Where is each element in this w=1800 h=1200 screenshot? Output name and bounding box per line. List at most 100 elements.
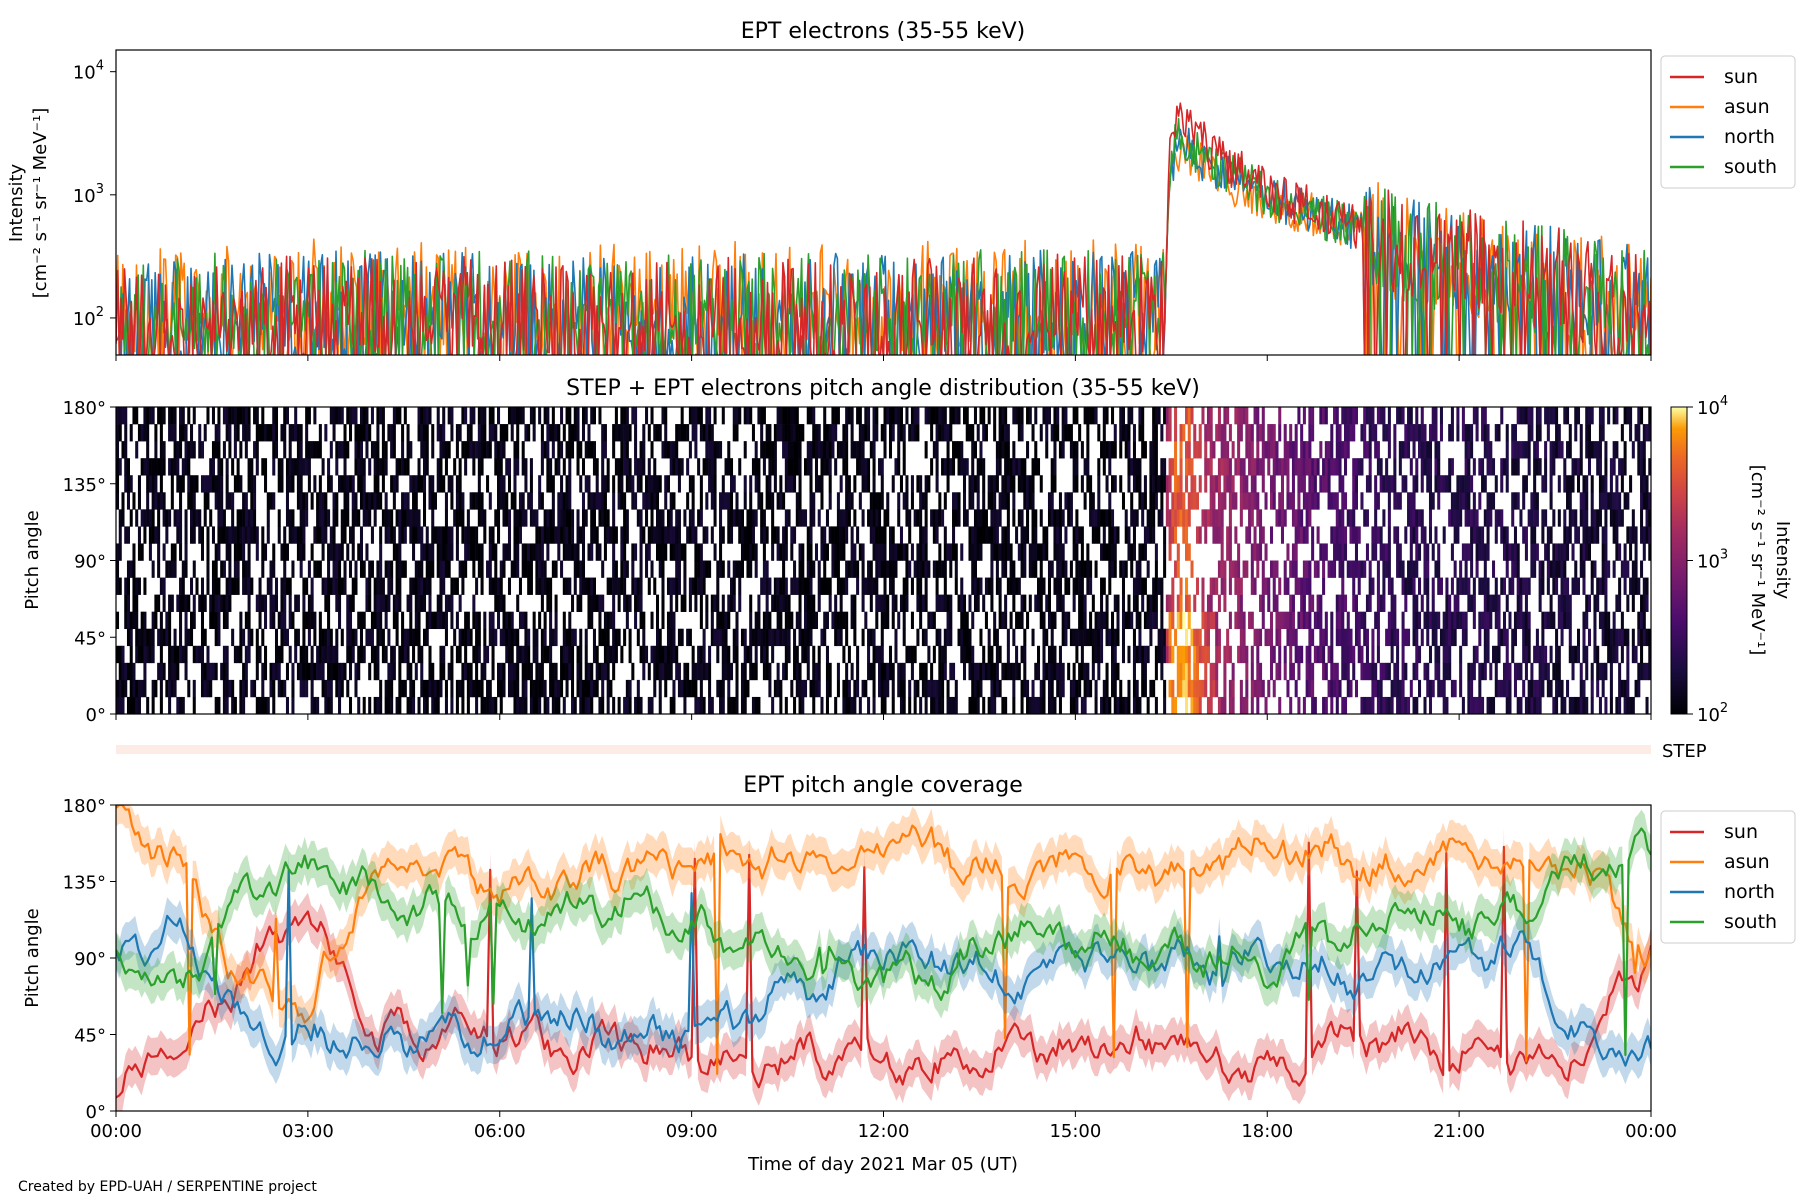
heatmap-cell (173, 424, 177, 442)
heatmap-cell (231, 526, 235, 544)
heatmap-cell (455, 679, 459, 698)
heatmap-cell (1113, 424, 1117, 442)
heatmap-cell (365, 594, 369, 612)
heatmap-cell (1335, 543, 1339, 561)
heatmap-cell (1404, 594, 1408, 612)
heatmap-cell (1409, 679, 1413, 698)
heatmap-cell (954, 492, 958, 510)
heatmap-cell (258, 611, 262, 630)
heatmap-cell (606, 628, 610, 647)
heatmap-cell (401, 628, 405, 647)
heatmap-cell (710, 594, 714, 612)
heatmap-cell (1193, 424, 1197, 442)
heatmap-cell (1113, 679, 1117, 698)
heatmap-cell (425, 628, 429, 647)
heatmap-cell (1371, 424, 1375, 442)
heatmap-cell (472, 611, 476, 630)
heatmap-cell (1305, 458, 1309, 476)
heatmap-cell (902, 441, 906, 459)
heatmap-cell (1428, 509, 1433, 527)
heatmap-cell (450, 492, 454, 510)
heatmap-cell (1390, 628, 1394, 647)
heatmap-cell (1089, 628, 1093, 647)
heatmap-cell (793, 645, 797, 664)
heatmap-cell (436, 679, 440, 698)
heatmap-cell (669, 577, 673, 595)
heatmap-cell (488, 543, 492, 561)
heatmap-cell (1376, 696, 1380, 714)
heatmap-cell (1042, 645, 1046, 664)
heatmap-cell (1371, 543, 1375, 561)
heatmap-cell (867, 475, 871, 493)
heatmap-cell (228, 560, 232, 578)
heatmap-cell (507, 611, 512, 630)
heatmap-cell (1141, 492, 1145, 510)
heatmap-cell (1152, 679, 1156, 698)
heatmap-cell (192, 696, 196, 714)
heatmap-cell (159, 407, 163, 425)
heatmap-cell (151, 560, 155, 578)
heatmap-cell (1368, 441, 1372, 459)
heatmap-cell (899, 424, 903, 442)
heatmap-cell (735, 628, 739, 647)
heatmap-cell (516, 679, 520, 698)
heatmap-cell (836, 679, 840, 698)
heatmap-cell (743, 696, 747, 714)
heatmap-cell (1228, 458, 1232, 476)
heatmap-cell (601, 679, 605, 698)
heatmap-cell (590, 509, 594, 527)
heatmap-cell (1294, 645, 1298, 664)
heatmap-cell (343, 560, 347, 578)
heatmap-cell (930, 458, 934, 476)
heatmap-cell (497, 475, 501, 493)
heatmap-cell (1067, 577, 1071, 595)
heatmap-cell (264, 458, 268, 476)
heatmap-cell (787, 441, 791, 459)
heatmap-cell (1426, 458, 1430, 476)
heatmap-cell (1368, 577, 1372, 595)
heatmap-cell (1264, 543, 1268, 561)
heatmap-cell (1354, 679, 1358, 698)
heatmap-cell (458, 424, 462, 442)
heatmap-cell (960, 441, 964, 459)
heatmap-cell (1138, 492, 1142, 510)
heatmap-cell (787, 424, 791, 442)
heatmap-cell (850, 662, 854, 681)
heatmap-cell (636, 594, 640, 612)
heatmap-cell (1412, 509, 1416, 527)
heatmap-cell (793, 628, 797, 647)
heatmap-cell (1111, 611, 1115, 630)
heatmap-cell (231, 577, 235, 595)
heatmap-cell (274, 424, 279, 442)
heatmap-cell (1042, 679, 1046, 698)
heatmap-cell (921, 628, 925, 647)
heatmap-cell (321, 645, 325, 664)
heatmap-cell (993, 611, 997, 630)
heatmap-cell (793, 526, 797, 544)
heatmap-cell (472, 543, 476, 561)
heatmap-cell (708, 441, 712, 459)
heatmap-cell (727, 458, 731, 476)
heatmap-cell (672, 645, 676, 664)
heatmap-cell (625, 696, 629, 714)
heatmap-cell (1316, 492, 1320, 510)
heatmap-cell (1382, 407, 1386, 425)
heatmap-cell (836, 577, 840, 595)
heatmap-cell (1450, 611, 1454, 630)
heatmap-cell (1127, 679, 1131, 698)
heatmap-cell (1313, 645, 1317, 664)
heatmap-cell (973, 543, 977, 561)
heatmap-cell (930, 424, 934, 442)
heatmap-cell (1253, 475, 1257, 493)
heatmap-cell (642, 645, 646, 664)
heatmap-cell (952, 662, 956, 681)
heatmap-cell (905, 475, 909, 493)
heatmap-cell (190, 492, 194, 510)
heatmap-cell (798, 560, 802, 578)
heatmap-cell (1401, 441, 1405, 459)
heatmap-cell (387, 509, 391, 527)
heatmap-cell (962, 509, 967, 527)
heatmap-cell (1061, 560, 1065, 578)
heatmap-cell (1305, 679, 1309, 698)
